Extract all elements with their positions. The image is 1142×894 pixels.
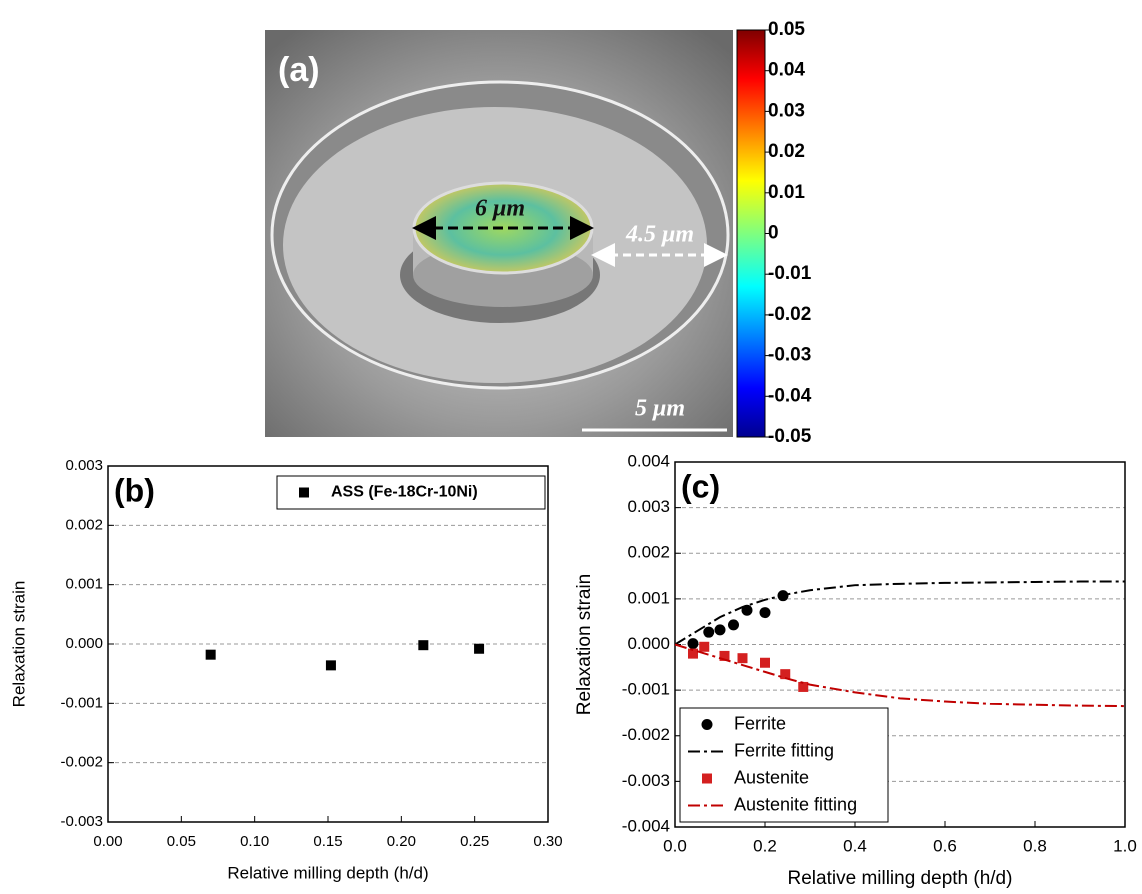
- point: [418, 640, 429, 651]
- x-axis-label: Relative milling depth (h/d): [227, 863, 428, 882]
- y-tick-label: 0.002: [627, 543, 670, 562]
- panel-title: (a): [278, 51, 320, 89]
- y-tick-label: -0.002: [622, 725, 670, 744]
- colorbar-label: 0.01: [768, 182, 805, 203]
- point: [688, 648, 698, 659]
- legend-label: Ferrite: [734, 713, 786, 733]
- y-tick-label: 0.003: [627, 497, 670, 516]
- point: [728, 619, 739, 631]
- x-tick-label: 0.00: [93, 833, 122, 850]
- point: [759, 607, 771, 619]
- fit-line: [674, 643, 1126, 708]
- point: [703, 626, 715, 638]
- y-tick-label: 0.001: [627, 588, 670, 607]
- x-tick-label: 1.0: [1113, 836, 1137, 855]
- point: [699, 641, 710, 652]
- x-axis-label: Relative milling depth (h/d): [788, 868, 1013, 889]
- legend-swatch: [701, 719, 713, 730]
- y-tick-label: 0.001: [65, 576, 103, 593]
- x-tick-label: 0.30: [533, 833, 562, 850]
- y-axis-label: Relaxation strain: [574, 574, 595, 716]
- point: [325, 660, 336, 671]
- legend-label: Ferrite fitting: [734, 740, 834, 760]
- y-tick-label: -0.004: [622, 816, 670, 835]
- point: [474, 643, 485, 654]
- legend-swatch: [299, 487, 309, 498]
- legend-box: [679, 707, 889, 823]
- colorbar-label: 0.02: [768, 141, 805, 162]
- legend-label: ASS (Fe-18Cr-10Ni): [331, 484, 478, 501]
- x-tick-label: 0.20: [387, 833, 416, 850]
- y-tick-label: -0.003: [622, 771, 670, 790]
- y-axis-label: Relaxation strain: [9, 581, 28, 708]
- plot-frame: [107, 465, 549, 823]
- point: [737, 653, 748, 664]
- y-tick-label: -0.001: [622, 680, 670, 699]
- legend-swatch: [702, 773, 712, 784]
- annotation: 6 μm: [475, 196, 525, 222]
- colorbar: [736, 29, 766, 438]
- legend-label: Austenite: [734, 767, 809, 787]
- x-tick-label: 0.2: [753, 836, 777, 855]
- colorbar-label: 0: [768, 223, 779, 244]
- colorbar-label: -0.02: [768, 304, 811, 325]
- x-tick-label: 0.6: [933, 836, 957, 855]
- point: [205, 649, 216, 660]
- annotation: 5 μm: [635, 396, 685, 422]
- x-tick-label: 0.8: [1023, 836, 1047, 855]
- point: [780, 669, 791, 680]
- colorbar-label: -0.03: [768, 345, 811, 366]
- legend-label: Austenite fitting: [734, 794, 857, 814]
- point: [798, 681, 809, 692]
- point: [687, 638, 699, 650]
- colorbar-label: -0.01: [768, 263, 812, 284]
- x-tick-label: 0.10: [240, 833, 269, 850]
- panel-a-image: (a) 6 μm 4.5 μm 5 μm: [265, 29, 766, 438]
- point: [714, 624, 726, 636]
- y-tick-label: -0.001: [60, 694, 103, 711]
- point: [719, 650, 730, 661]
- y-tick-label: 0.000: [627, 634, 670, 653]
- colorbar-label: -0.04: [768, 385, 812, 406]
- fit-line: [674, 580, 1125, 646]
- x-tick-label: 0.15: [313, 833, 342, 850]
- x-tick-label: 0.4: [843, 836, 867, 855]
- annotation: 4.5 μm: [625, 222, 694, 248]
- colorbar-label: 0.04: [768, 60, 805, 81]
- point: [760, 657, 770, 668]
- x-tick-label: 0.25: [460, 833, 489, 850]
- y-tick-label: 0.003: [65, 457, 103, 474]
- y-tick-label: -0.003: [60, 813, 103, 830]
- y-tick-label: 0.004: [627, 451, 670, 470]
- legend-box: [276, 475, 546, 510]
- colorbar-label: 0.05: [768, 19, 805, 40]
- y-tick-label: 0.000: [65, 635, 103, 652]
- y-tick-label: -0.002: [60, 754, 103, 771]
- panel-title: (b): [114, 472, 155, 508]
- colorbar-label: -0.05: [768, 426, 812, 447]
- x-tick-label: 0.0: [663, 836, 687, 855]
- y-tick-label: 0.002: [65, 516, 103, 533]
- colorbar-label: 0.03: [768, 100, 805, 121]
- panel-title: (c): [681, 468, 720, 504]
- x-tick-label: 0.05: [167, 833, 196, 850]
